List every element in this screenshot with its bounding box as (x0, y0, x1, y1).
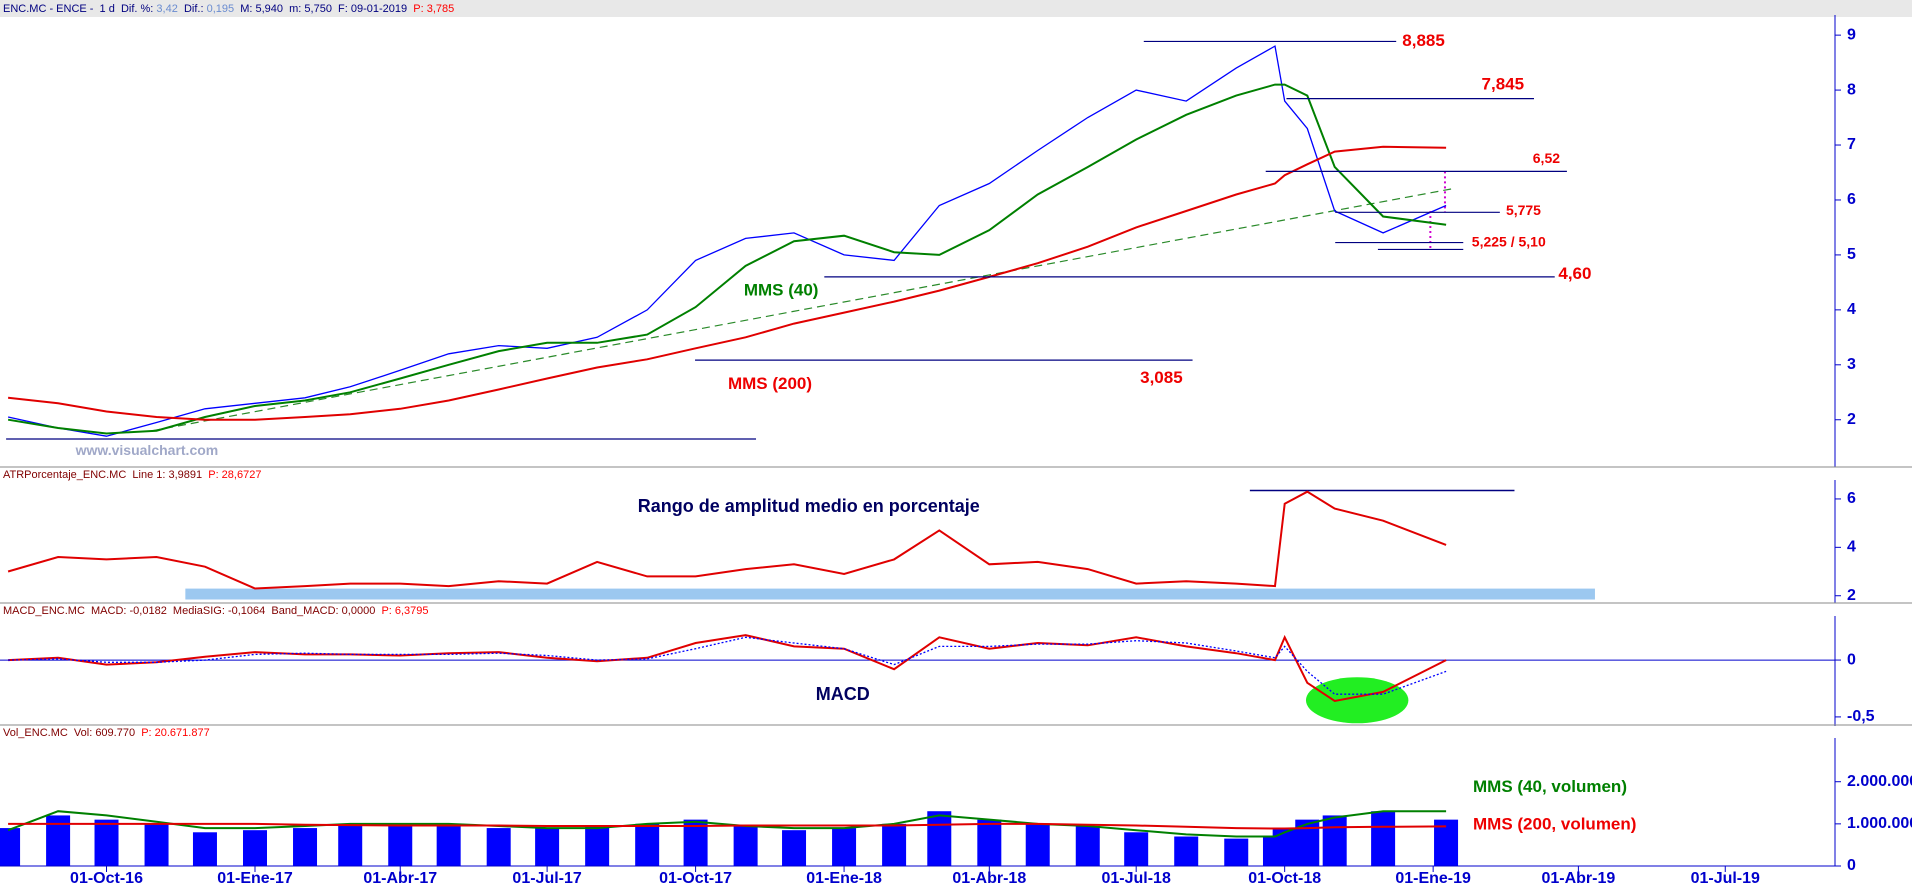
volume-bar (293, 828, 318, 866)
x-tick-label: 01-Abr-17 (363, 870, 437, 887)
volume-bar (486, 828, 511, 866)
level-label: 6,52 (1533, 150, 1560, 166)
volume-bar (1371, 811, 1396, 866)
series-line (7, 490, 1447, 590)
series-annotation: MMS (40) (744, 281, 819, 300)
y-tick-label: -0,5 (1847, 708, 1875, 725)
header-part: P: 20.671.877 (141, 727, 210, 739)
y-tick-label: 6 (1847, 490, 1856, 507)
header-part: Vol_ENC.MC Vol: 609.770 (3, 727, 141, 739)
header-part: MACD_ENC.MC MACD: -0,0182 MediaSIG: -0,1… (3, 605, 381, 617)
volume-bar (882, 823, 907, 866)
volume-bar (1025, 823, 1050, 866)
y-tick-label: 2.000.000 (1847, 773, 1912, 790)
y-tick-label: 2 (1847, 587, 1856, 604)
series-line (7, 810, 1447, 838)
volume-bar (683, 819, 708, 866)
y-tick-label: 9 (1847, 26, 1856, 43)
panel-header: ENC.MC - ENCE - 1 d Dif. %: 3,42 Dif.: 0… (3, 3, 454, 15)
volume-bar (436, 823, 461, 866)
x-tick-label: 01-Jul-19 (1691, 870, 1760, 887)
header-part: ENC.MC - ENCE - 1 d Dif. %: (3, 3, 156, 15)
y-tick-label: 1.000.000 (1847, 815, 1912, 832)
y-tick-label: 0 (1847, 857, 1856, 874)
volume-bar (585, 825, 610, 866)
volume-bar (1075, 825, 1100, 866)
volume-bar (1272, 828, 1297, 866)
volume-bar (927, 811, 952, 866)
volume-bar (144, 823, 169, 866)
watermark: www.visualchart.com (75, 442, 219, 458)
volume-bar (1322, 815, 1347, 866)
series-annotation: MMS (200, volumen) (1473, 815, 1636, 834)
volume-bar (388, 825, 413, 866)
volume-bar (1124, 832, 1149, 866)
volume-bar (832, 828, 857, 866)
y-tick-label: 7 (1847, 136, 1856, 153)
series-line (7, 145, 1447, 421)
header-part: P: 28,6727 (208, 469, 261, 481)
volume-bar (733, 825, 758, 866)
x-tick-label: 01-Ene-18 (806, 870, 882, 887)
x-tick-label: 01-Abr-18 (952, 870, 1026, 887)
y-tick-label: 8 (1847, 81, 1856, 98)
y-tick-label: 2 (1847, 411, 1856, 428)
level-label: 5,225 / 5,10 (1472, 233, 1546, 249)
x-tick-label: 01-Jul-17 (512, 870, 581, 887)
x-tick-label: 01-Oct-17 (659, 870, 732, 887)
series-line (8, 636, 1447, 695)
x-tick-label: 01-Jul-18 (1101, 870, 1170, 887)
volume-bar (1224, 838, 1249, 866)
volume-bar (1174, 836, 1199, 866)
header-part: 3,42 (156, 3, 177, 15)
y-tick-label: 5 (1847, 246, 1856, 263)
header-part: M: 5,940 m: 5,750 F: 09-01-2019 (234, 3, 413, 15)
volume-bar (338, 823, 363, 866)
header-bar (0, 0, 1912, 17)
x-tick-label: 01-Ene-17 (217, 870, 293, 887)
header-part: P: 6,3795 (381, 605, 428, 617)
panel-header: MACD_ENC.MC MACD: -0,0182 MediaSIG: -0,1… (3, 605, 429, 617)
level-label: 4,60 (1558, 264, 1591, 283)
x-tick-label: 01-Oct-18 (1248, 870, 1321, 887)
panel-title: MACD (816, 684, 870, 704)
level-label: 8,885 (1402, 31, 1445, 50)
x-tick-label: 01-Ene-19 (1395, 870, 1471, 887)
panel-header: ATRPorcentaje_ENC.MC Line 1: 3,9891 P: 2… (3, 469, 261, 481)
header-part: P: 3,785 (413, 3, 454, 15)
volume-bar (94, 819, 119, 866)
volume-bar (192, 832, 217, 866)
series-line (7, 83, 1447, 435)
series-line (7, 45, 1447, 437)
y-tick-label: 0 (1847, 651, 1856, 668)
volume-bar (782, 830, 807, 866)
x-tick-label: 01-Oct-16 (70, 870, 143, 887)
series-annotation: MMS (40, volumen) (1473, 777, 1627, 796)
y-tick-label: 3 (1847, 356, 1856, 373)
volume-bar (242, 830, 267, 866)
panel-title: Rango de amplitud medio en porcentaje (638, 496, 980, 516)
y-tick-label: 4 (1847, 539, 1856, 556)
level-label: 7,845 (1482, 75, 1525, 94)
header-part: ATRPorcentaje_ENC.MC Line 1: 3,9891 (3, 469, 208, 481)
x-tick-label: 01-Abr-19 (1541, 870, 1615, 887)
y-tick-label: 4 (1847, 301, 1856, 318)
header-part: Dif.: (178, 3, 207, 15)
support-band (185, 588, 1595, 600)
volume-bar (977, 819, 1002, 866)
series-line (8, 822, 1447, 830)
header-part: 0,195 (207, 3, 235, 15)
level-label: 5,775 (1506, 202, 1541, 218)
highlight-ellipse (1305, 677, 1409, 724)
level-label: 3,085 (1140, 368, 1183, 387)
volume-bar (635, 823, 660, 866)
y-tick-label: 6 (1847, 191, 1856, 208)
volume-bar (535, 828, 560, 866)
series-annotation: MMS (200) (728, 374, 812, 393)
panel-header: Vol_ENC.MC Vol: 609.770 P: 20.671.877 (3, 727, 210, 739)
volume-bar (0, 828, 21, 866)
